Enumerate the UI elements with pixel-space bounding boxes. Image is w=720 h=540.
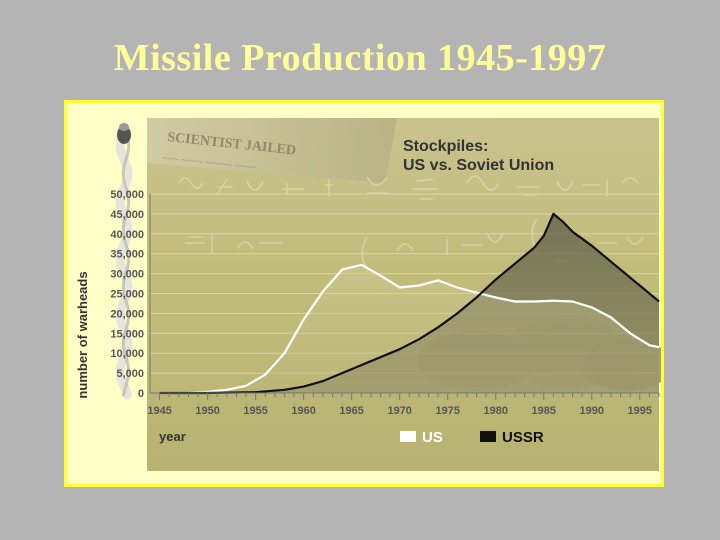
legend-label-us: US bbox=[422, 429, 443, 446]
x-tick-labels: 1945 1950 1955 1960 1965 1970 1975 1980 1985 1990… bbox=[147, 405, 652, 417]
y-tick-label: 50,000 bbox=[110, 189, 144, 201]
y-tick-labels: 0 5,000 10,000 15,000 20,000 25,000 30,000 35,0… bbox=[110, 189, 144, 400]
axes bbox=[149, 194, 660, 400]
series-lines bbox=[159, 212, 660, 395]
x-tick-label: 1950 bbox=[195, 405, 219, 417]
y-tick-label: 0 bbox=[138, 388, 144, 400]
x-tick-label: 1980 bbox=[483, 405, 507, 417]
series-area-us bbox=[159, 264, 659, 393]
y-tick-label: 15,000 bbox=[110, 328, 144, 340]
legend-label-ussr: USSR bbox=[502, 429, 544, 446]
x-tick-label: 1945 bbox=[147, 405, 171, 417]
x-tick-label: 1960 bbox=[291, 405, 315, 417]
y-axis-label: number of warheads bbox=[75, 271, 90, 398]
legend-swatch-ussr bbox=[480, 431, 496, 442]
x-tick-label: 1990 bbox=[580, 405, 604, 417]
slide-title: Missile Production 1945-1997 bbox=[113, 37, 607, 79]
y-tick-label: 20,000 bbox=[110, 308, 144, 320]
x-tick-label: 1970 bbox=[387, 405, 411, 417]
chart-frame: SCIENTIST JAILED ~~~ ~~~~ ~~~~~ ~~~~ bbox=[64, 100, 664, 487]
y-tick-label: 45,000 bbox=[110, 209, 144, 221]
y-tick-label: 5,000 bbox=[116, 368, 144, 380]
series-line-ussr bbox=[159, 212, 660, 395]
legend: US USSR bbox=[400, 429, 544, 446]
newspaper-clipping-decoration: SCIENTIST JAILED ~~~ ~~~~ ~~~~~ ~~~~ bbox=[147, 118, 397, 183]
x-axis-label: year bbox=[159, 429, 186, 444]
y-tick-label: 30,000 bbox=[110, 269, 144, 281]
stockpile-chart: SCIENTIST JAILED ~~~ ~~~~ ~~~~~ ~~~~ bbox=[75, 118, 661, 471]
legend-swatch-us bbox=[400, 431, 416, 442]
x-tick-label: 1995 bbox=[628, 405, 652, 417]
y-tick-label: 25,000 bbox=[110, 289, 144, 301]
series-line-us bbox=[159, 263, 660, 395]
series-areas bbox=[159, 213, 659, 393]
y-tick-label: 40,000 bbox=[110, 229, 144, 241]
chart-title: Stockpiles: bbox=[403, 138, 488, 155]
chart-subtitle: US vs. Soviet Union bbox=[403, 157, 554, 174]
x-tick-label: 1955 bbox=[243, 405, 267, 417]
x-tick-label: 1965 bbox=[339, 405, 363, 417]
y-tick-label: 35,000 bbox=[110, 249, 144, 261]
smoke-column-decoration bbox=[115, 123, 133, 400]
y-tick-label: 10,000 bbox=[110, 348, 144, 360]
x-tick-label: 1975 bbox=[435, 405, 459, 417]
x-tick-label: 1985 bbox=[532, 405, 556, 417]
